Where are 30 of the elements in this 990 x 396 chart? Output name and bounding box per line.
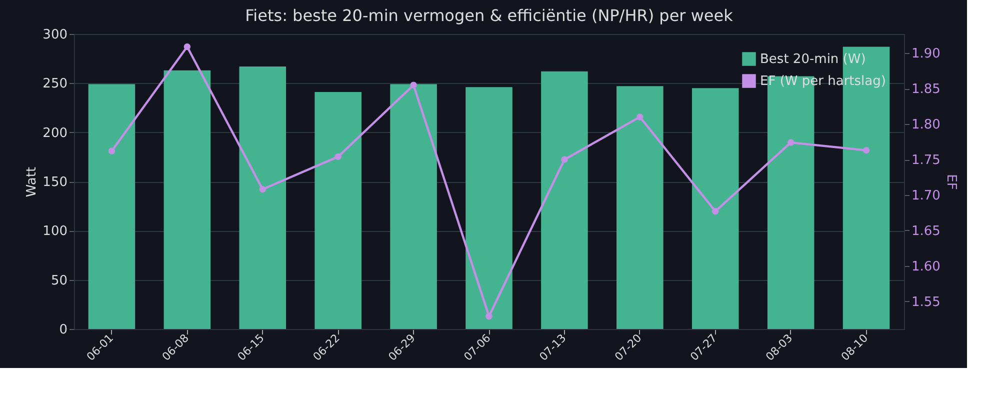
y2-tick-label: 1.60: [912, 259, 940, 274]
y2-axis-title: EF: [943, 174, 958, 190]
point: [410, 82, 417, 88]
y-axis-title: Watt: [24, 166, 40, 198]
y2-tick-label: 1.90: [912, 46, 940, 62]
y2-tick-label: 1.70: [912, 188, 940, 204]
point: [712, 208, 719, 215]
y2-tick-label: 1.85: [912, 82, 940, 98]
y-tick-label: 150: [42, 175, 68, 190]
y-tick-label: 300: [42, 28, 68, 42]
point: [108, 148, 116, 154]
point: [636, 114, 644, 120]
point: [787, 139, 794, 146]
chart-title: Fiets: beste 20-min vermogen & efficiëntie (NP/HR) per week: [245, 6, 734, 25]
point: [486, 312, 492, 320]
point: [259, 186, 266, 193]
y2-tick-label: 1.75: [912, 153, 940, 168]
y-tick-label: 0: [59, 322, 68, 338]
point: [184, 43, 191, 50]
y2-tick-label: 1.55: [912, 294, 940, 310]
y2-tick-label: 1.65: [912, 224, 940, 239]
y-tick-label: 100: [42, 224, 68, 240]
point: [862, 146, 870, 154]
y-tick-label: 250: [42, 76, 68, 92]
legend-label: Best 20-min (W): [760, 52, 866, 67]
y2-tick-label: 1.80: [912, 118, 940, 133]
y-tick-label: 200: [42, 126, 68, 141]
point: [334, 153, 342, 160]
y-tick-label: 50: [50, 273, 68, 288]
point: [561, 156, 568, 163]
